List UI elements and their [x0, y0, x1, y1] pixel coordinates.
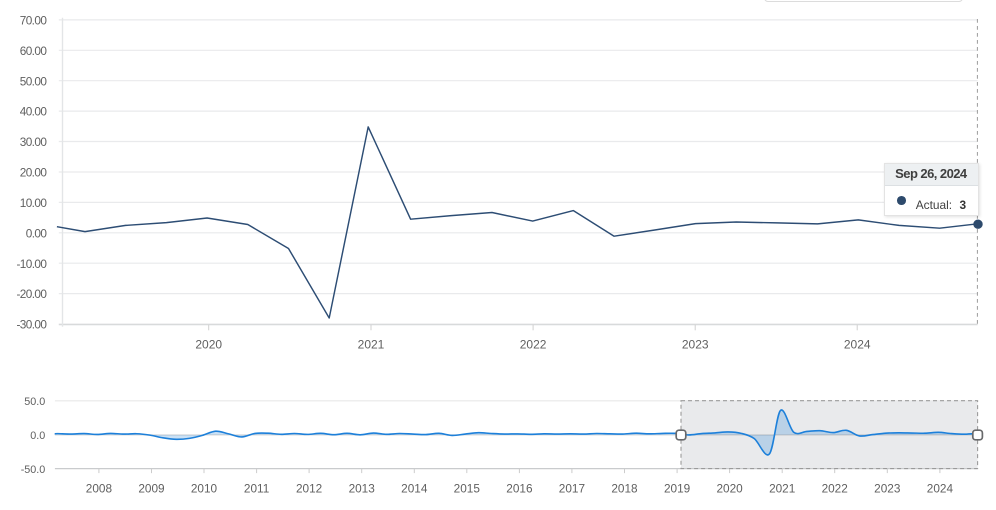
svg-text:2009: 2009 [138, 482, 164, 496]
svg-text:70.00: 70.00 [20, 14, 48, 28]
svg-text:2016: 2016 [506, 482, 533, 496]
svg-text:-10.00: -10.00 [16, 257, 47, 271]
svg-text:30.00: 30.00 [20, 135, 48, 149]
svg-text:2023: 2023 [874, 482, 901, 496]
svg-text:2020: 2020 [716, 482, 743, 496]
svg-text:-50.0: -50.0 [21, 464, 46, 476]
svg-text:2021: 2021 [769, 482, 795, 496]
svg-text:2013: 2013 [349, 482, 376, 496]
svg-text:2017: 2017 [559, 482, 585, 496]
svg-text:50.00: 50.00 [20, 74, 48, 88]
svg-text:-20.00: -20.00 [16, 287, 47, 301]
svg-text:50.0: 50.0 [24, 396, 45, 408]
svg-text:10.00: 10.00 [20, 196, 48, 210]
svg-text:0.0: 0.0 [30, 430, 45, 442]
svg-text:20.00: 20.00 [20, 166, 48, 180]
svg-text:2011: 2011 [244, 482, 269, 496]
svg-text:2014: 2014 [401, 482, 428, 496]
svg-text:2024: 2024 [927, 482, 954, 496]
svg-text:2024: 2024 [844, 337, 871, 351]
svg-text:2020: 2020 [195, 337, 222, 351]
svg-text:2010: 2010 [191, 482, 218, 496]
svg-text:2022: 2022 [520, 337, 547, 351]
svg-text:2019: 2019 [664, 482, 690, 496]
svg-text:2008: 2008 [86, 482, 113, 496]
svg-text:2023: 2023 [682, 337, 709, 351]
svg-text:-30.00: -30.00 [16, 318, 47, 332]
svg-text:40.00: 40.00 [20, 105, 48, 119]
svg-text:2015: 2015 [454, 482, 481, 496]
svg-text:2022: 2022 [822, 482, 848, 496]
svg-text:2012: 2012 [296, 482, 322, 496]
svg-text:2018: 2018 [611, 482, 638, 496]
svg-text:60.00: 60.00 [20, 44, 48, 58]
svg-text:2021: 2021 [358, 337, 385, 351]
svg-text:0.00: 0.00 [26, 226, 48, 240]
